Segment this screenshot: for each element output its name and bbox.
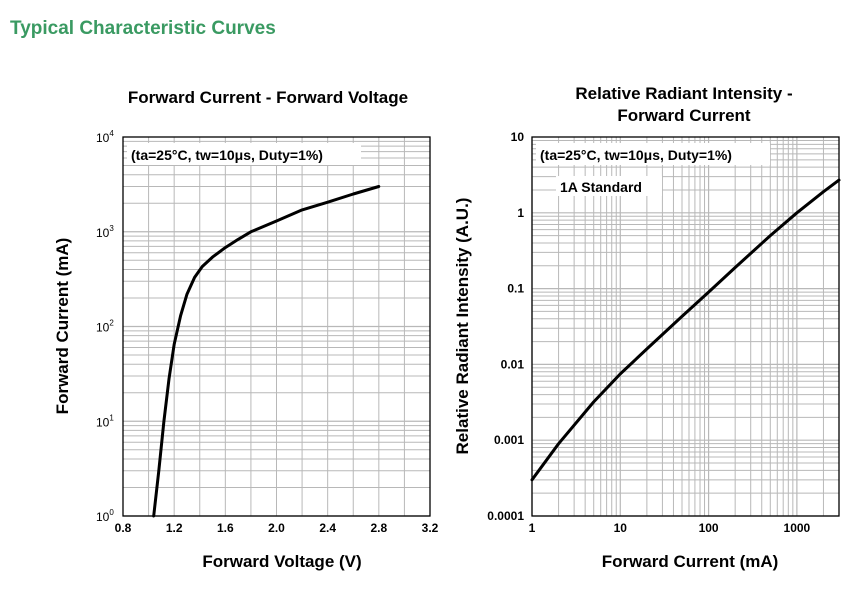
chart1-x-tick-label: 0.8 (115, 521, 132, 535)
chart1-y-tick-label: 100 (96, 508, 114, 524)
chart2-x-tick-label: 1 (529, 521, 536, 535)
chart2-frame (531, 136, 840, 517)
chart1-x-label: Forward Voltage (V) (202, 552, 361, 571)
chart1-y-label: Forward Current (mA) (53, 238, 72, 415)
chart1-frame (122, 136, 431, 517)
chart-radiant-intensity-current: Relative Radiant Intensity - Forward Curr… (453, 84, 841, 571)
chart2-y-tick-label: 0.0001 (487, 509, 524, 523)
chart2-x-tick-label: 10 (614, 521, 628, 535)
chart1-series-line (152, 185, 381, 518)
chart1-x-tick-label: 1.2 (166, 521, 183, 535)
chart2-annotation: (ta=25°C, tw=10μs, Duty=1%) (540, 147, 732, 163)
chart2-x-tick-label: 1000 (784, 521, 811, 535)
chart2-y-tick-label: 10 (511, 130, 525, 144)
chart1-x-tick-label: 2.4 (319, 521, 336, 535)
chart2-annotation2-bg (556, 176, 662, 196)
chart1-x-tick-label: 2.0 (268, 521, 285, 535)
chart1-x-tick-label: 1.6 (217, 521, 234, 535)
section-title: Typical Characteristic Curves (10, 18, 276, 39)
chart2-y-label: Relative Radiant Intensity (A.U.) (453, 198, 472, 455)
chart2-y-tick-label: 0.01 (501, 357, 525, 371)
chart1-annotation-bg (127, 143, 361, 165)
chart2-y-tick-label: 1 (517, 206, 524, 220)
chart-forward-current-voltage: Forward Current - Forward Voltage 0.8 1.2 1… (53, 88, 439, 571)
chart1-title: Forward Current - Forward Voltage (128, 88, 408, 107)
chart2-annotation2: 1A Standard (560, 179, 642, 195)
chart2-series-line (530, 178, 841, 482)
chart1-y-tick-label: 104 (96, 129, 114, 145)
chart2-title-line1: Relative Radiant Intensity - (575, 84, 792, 103)
chart1-y-tick-label: 103 (96, 224, 114, 240)
chart2-x-label: Forward Current (mA) (602, 552, 779, 571)
chart2-y-tick-label: 0.001 (494, 433, 524, 447)
chart1-x-tick-label: 3.2 (422, 521, 439, 535)
chart2-annotation-bg (536, 143, 770, 165)
chart1-y-tick-label: 102 (96, 319, 114, 335)
chart2-y-tick-label: 0.1 (507, 282, 524, 296)
chart2-title-line2: Forward Current (617, 106, 751, 125)
chart2-x-tick-label: 100 (699, 521, 719, 535)
chart1-x-tick-label: 2.8 (370, 521, 387, 535)
chart1-annotation: (ta=25°C, tw=10μs, Duty=1%) (131, 147, 323, 163)
chart1-y-tick-label: 101 (96, 413, 114, 429)
